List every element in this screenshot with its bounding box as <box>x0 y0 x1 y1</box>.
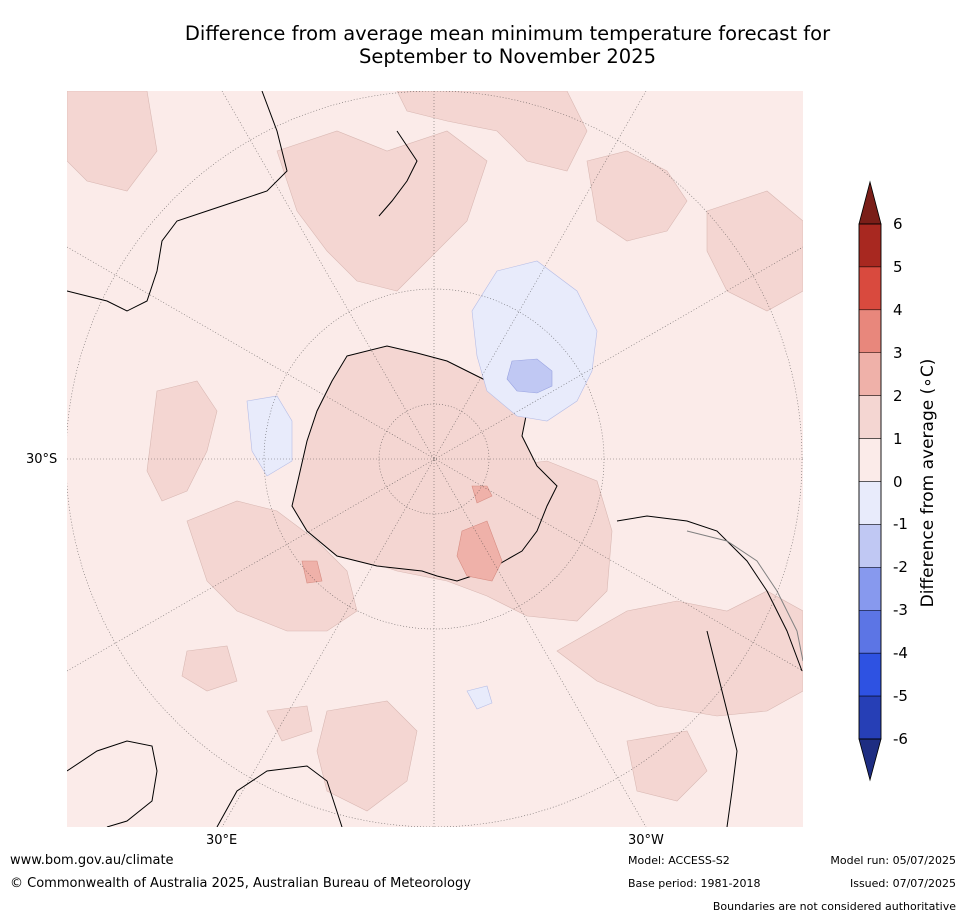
anomaly-patch-indian-minor <box>246 395 293 477</box>
footer-disclaimer: Boundaries are not considered authoritat… <box>712 900 956 913</box>
polar-map <box>67 91 803 827</box>
colorbar-tick-label: 1 <box>893 429 903 448</box>
coastlines <box>67 91 803 827</box>
colorbar-segment <box>858 438 882 482</box>
colorbar-tick-label: 4 <box>893 300 903 319</box>
anomaly-patch-west-indian <box>146 380 218 502</box>
colorbar-tick-label: 2 <box>893 386 903 405</box>
colorbar-frame <box>858 223 882 740</box>
country-boundary <box>686 530 803 662</box>
anomaly-patch-south-pacific <box>471 260 598 422</box>
colorbar-segment <box>858 223 882 268</box>
colorbar-segment <box>858 524 882 568</box>
meridian-30e <box>221 91 647 827</box>
map-title: Difference from average mean minimum tem… <box>0 22 965 68</box>
graticule <box>67 91 803 827</box>
anomaly-patch-north-west <box>67 91 158 192</box>
colorbar-tick-label: -4 <box>893 644 908 663</box>
anomaly-patch-south-indian-small <box>301 560 323 584</box>
latitude-label-30s: 30°S <box>26 452 58 467</box>
colorbar-segment <box>858 567 882 611</box>
patagonia-coastline <box>706 630 738 827</box>
south-america-coastline <box>616 515 803 672</box>
colorbar-extend-low <box>858 738 882 782</box>
longitude-label-30e: 30°E <box>206 833 238 848</box>
anomaly-patch-southern-indian <box>186 500 358 632</box>
new-zealand-coastline <box>378 130 418 217</box>
meridian-60w <box>67 246 803 672</box>
anomaly-patch-south-georgia-small <box>471 485 493 504</box>
colorbar-tick-label: -3 <box>893 601 908 620</box>
colorbar-segment <box>858 695 882 740</box>
anomaly-patch-south-small <box>466 685 493 710</box>
footer-website: www.bom.gov.au/climate <box>10 853 174 868</box>
colorbar-tick-label: 6 <box>893 215 903 233</box>
colorbar <box>858 180 882 782</box>
anomaly-minus-1-to-0-regions <box>246 260 598 710</box>
footer-base-period: Base period: 1981-2018 <box>628 877 761 890</box>
anomaly-2-to-3-regions <box>301 485 503 584</box>
colorbar-tick-label: -5 <box>893 687 908 706</box>
anomaly-patch-west <box>181 645 238 692</box>
colorbar-segment <box>858 610 882 654</box>
colorbar-segment <box>858 652 882 697</box>
footer-model: Model: ACCESS-S2 <box>628 854 730 867</box>
colorbar-segment <box>858 309 882 353</box>
anomaly-patch-south-georgia <box>456 520 503 582</box>
anomaly-patch-south-west <box>316 700 418 812</box>
meridian-30w <box>221 91 647 827</box>
colorbar-extend-high <box>858 180 882 225</box>
colorbar-segments <box>858 223 882 740</box>
colorbar-segment <box>858 395 882 439</box>
anomaly-patch-south-america <box>556 590 803 717</box>
antarctica-coastline <box>291 345 558 582</box>
colorbar-segment <box>858 481 882 525</box>
footer-model-run: Model run: 05/07/2025 <box>830 854 956 867</box>
colorbar-tick-label: 5 <box>893 257 903 276</box>
australia-coastline <box>67 91 288 312</box>
colorbar-segment <box>858 352 882 396</box>
colorbar-tick-label: -6 <box>893 730 908 748</box>
meridian-60e <box>67 246 803 672</box>
anomaly-patch-south-east <box>626 730 708 802</box>
anomaly-patch-new-zealand <box>276 130 488 292</box>
colorbar-tick-label: 3 <box>893 343 903 362</box>
colorbar-tick-label: -2 <box>893 558 908 577</box>
anomaly-patch-north <box>396 91 588 172</box>
colorbar-segment <box>858 266 882 311</box>
title-line-2: September to November 2025 <box>358 45 657 68</box>
colorbar-tick-label: -1 <box>893 515 908 534</box>
anomaly-patch-east <box>706 190 803 312</box>
colorbar-tick-label: 0 <box>893 472 903 491</box>
colorbar-title: Difference from average (∘C) <box>918 358 938 608</box>
africa-south-coastline <box>216 765 343 827</box>
anomaly-patch-north-east <box>586 150 688 242</box>
anomaly-1-to-2-regions <box>67 91 803 812</box>
footer-copyright: © Commonwealth of Australia 2025, Austra… <box>10 876 471 891</box>
map-panel <box>67 91 803 827</box>
title-line-1: Difference from average mean minimum tem… <box>184 22 831 45</box>
longitude-label-30w: 30°W <box>628 833 664 848</box>
anomaly-patch-south-pacific-core <box>506 358 553 394</box>
footer-issued: Issued: 07/07/2025 <box>849 877 956 890</box>
africa-coastline <box>67 740 158 827</box>
